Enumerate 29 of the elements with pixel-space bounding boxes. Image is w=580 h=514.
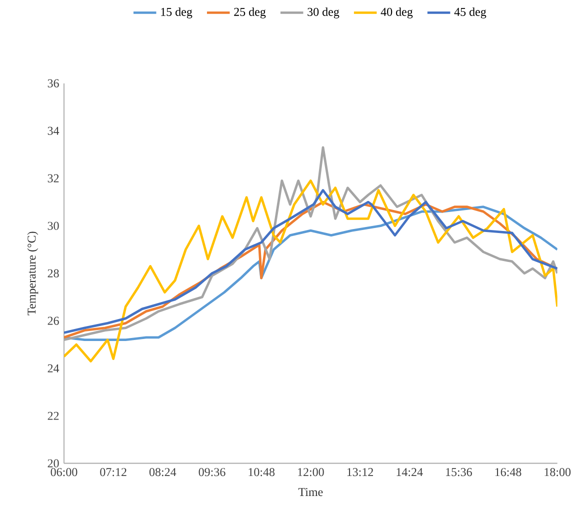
line-series xyxy=(64,180,558,362)
x-tick-label: 07:12 xyxy=(100,468,126,476)
legend-label: 45 deg xyxy=(454,8,486,18)
y-tick-label: 30 xyxy=(48,222,59,230)
line-series xyxy=(64,146,558,342)
legend-label: 40 deg xyxy=(380,8,413,18)
x-tick-label: 06:00 xyxy=(50,468,78,476)
x-tick-label: 12:00 xyxy=(298,468,324,476)
x-tick-label: 18:00 xyxy=(544,468,571,476)
y-tick-label: 34 xyxy=(48,126,60,135)
x-tick-label: 13:12 xyxy=(347,468,374,476)
x-tick-label: 15:36 xyxy=(446,468,472,476)
y-tick-label: 24 xyxy=(48,364,60,372)
y-axis-title: Temperature (°C) xyxy=(27,232,38,316)
x-tick-label: 16:48 xyxy=(495,468,522,476)
x-tick-label: 09:36 xyxy=(198,468,226,476)
y-tick-label: 32 xyxy=(48,174,59,182)
legend-label: 30 deg xyxy=(308,8,340,18)
x-tick-label: 10:48 xyxy=(248,468,275,476)
y-tick-label: 20 xyxy=(48,459,59,468)
x-tick-label: 14:24 xyxy=(396,468,423,476)
y-tick-label: 22 xyxy=(48,412,59,420)
y-tick-label: 36 xyxy=(48,79,59,88)
y-tick-label: 28 xyxy=(48,269,59,278)
x-axis-title: Time xyxy=(298,488,323,496)
legend-label: 15 deg xyxy=(161,8,192,18)
y-tick-label: 26 xyxy=(48,316,59,325)
x-tick-label: 08:24 xyxy=(149,468,176,476)
legend-label: 25 deg xyxy=(234,8,266,18)
